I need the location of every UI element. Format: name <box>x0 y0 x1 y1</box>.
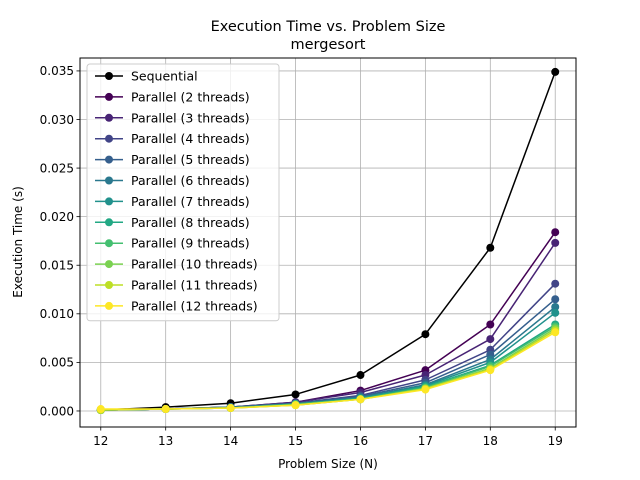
legend-label: Parallel (4 threads) <box>131 131 250 146</box>
data-point <box>486 366 495 375</box>
data-point <box>486 335 495 344</box>
legend: Sequential Parallel (2 threads) Parallel (… <box>86 63 280 322</box>
data-point <box>161 405 170 414</box>
data-point <box>421 330 430 339</box>
data-point <box>551 67 560 76</box>
data-point <box>421 385 430 394</box>
data-point <box>486 320 495 329</box>
x-tick-label: 15 <box>288 434 303 448</box>
legend-marker <box>105 197 113 206</box>
legend-label: Parallel (5 threads) <box>131 152 250 167</box>
y-tick-label: 0.010 <box>40 307 74 321</box>
x-tick-label: 19 <box>548 434 563 448</box>
x-tick-label: 18 <box>483 434 498 448</box>
data-point <box>551 228 560 237</box>
y-tick-label: 0.005 <box>40 356 74 370</box>
legend-marker <box>105 92 113 101</box>
legend-marker <box>105 72 113 80</box>
y-tick-label: 0.025 <box>40 161 74 175</box>
legend-label: Parallel (8 threads) <box>131 215 250 230</box>
y-tick-label: 0.020 <box>40 210 74 224</box>
data-point <box>291 401 300 410</box>
legend-label: Parallel (11 threads) <box>131 278 258 293</box>
legend-marker <box>105 176 113 185</box>
x-tick-label: 14 <box>223 434 238 448</box>
series-line <box>100 331 556 410</box>
legend-marker <box>105 281 113 289</box>
legend-marker <box>105 260 113 269</box>
data-point <box>356 371 365 380</box>
y-axis: 0.000 0.005 0.010 0.015 0.020 0.025 0.030 0.035 <box>40 64 80 418</box>
y-axis-label: Execution Time (s) <box>11 186 25 298</box>
y-tick-label: 0.015 <box>40 259 74 273</box>
data-point <box>486 243 495 252</box>
legend-label: Parallel (3 threads) <box>131 110 250 125</box>
legend-frame <box>86 63 280 322</box>
x-tick-label: 13 <box>158 434 173 448</box>
legend-marker <box>105 239 113 248</box>
legend-marker <box>105 218 113 227</box>
legend-label: Sequential <box>131 69 198 84</box>
legend-marker <box>105 301 113 310</box>
data-point <box>551 295 560 304</box>
x-axis-label: Problem Size (N) <box>278 457 378 471</box>
x-tick-label: 12 <box>93 434 108 448</box>
data-point <box>551 308 560 317</box>
legend-label: Parallel (9 threads) <box>131 236 250 251</box>
plot-frame <box>79 57 577 428</box>
data-point <box>96 405 105 414</box>
legend-marker <box>105 113 113 122</box>
chart-subtitle: mergesort <box>291 37 366 53</box>
legend-label: Parallel (7 threads) <box>131 194 250 209</box>
series-line <box>100 71 556 411</box>
data-point <box>551 328 560 337</box>
chart-title: Execution Time vs. Problem Size <box>211 19 446 35</box>
legend-marker <box>105 155 113 164</box>
data-point <box>291 390 300 399</box>
data-point <box>226 404 235 413</box>
y-tick-label: 0.030 <box>40 113 74 127</box>
data-point <box>551 238 560 247</box>
x-tick-label: 17 <box>418 434 433 448</box>
legend-label: Parallel (2 threads) <box>131 89 250 104</box>
legend-label: Parallel (6 threads) <box>131 173 250 188</box>
legend-marker <box>105 134 113 143</box>
legend-label: Parallel (12 threads) <box>131 298 258 313</box>
data-point <box>551 303 560 312</box>
x-axis: 12 13 14 15 16 17 18 19 <box>93 427 563 448</box>
plot-area <box>96 67 560 414</box>
data-point <box>356 395 365 404</box>
x-tick-label: 16 <box>353 434 368 448</box>
y-tick-label: 0.035 <box>40 64 74 78</box>
data-point <box>551 279 560 288</box>
legend-label: Parallel (10 threads) <box>131 257 258 272</box>
y-tick-label: 0.000 <box>40 404 74 418</box>
